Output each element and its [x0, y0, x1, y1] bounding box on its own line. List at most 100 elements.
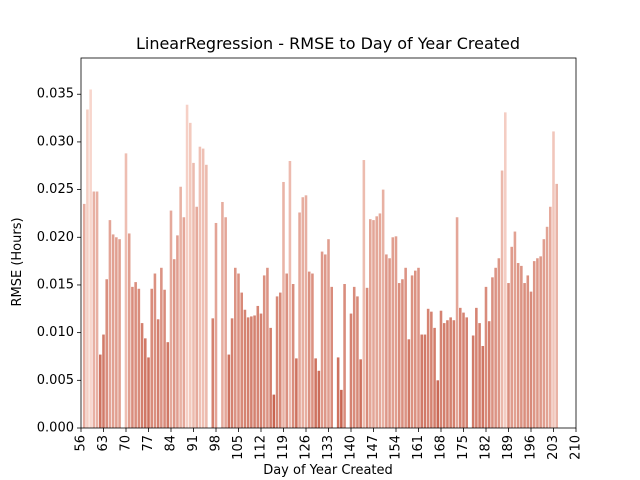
bar: [134, 282, 137, 428]
bar: [205, 164, 208, 429]
bar: [137, 288, 141, 428]
bar: [195, 206, 198, 428]
bar: [520, 265, 523, 428]
bar: [105, 279, 108, 428]
bar: [481, 345, 485, 428]
bar: [442, 323, 446, 428]
bar: [211, 318, 215, 428]
bar: [375, 216, 378, 428]
bar: [140, 323, 144, 428]
bar: [285, 273, 288, 428]
x-tick-label: 210: [569, 435, 584, 460]
x-tick-label: 126: [299, 435, 314, 460]
bar: [266, 267, 269, 428]
bar: [381, 189, 385, 428]
bar: [115, 237, 118, 428]
bar: [189, 122, 192, 428]
x-tick-label: 77: [141, 435, 156, 452]
bar: [404, 267, 407, 428]
bar: [124, 153, 128, 429]
bar: [523, 283, 526, 428]
bar: [385, 254, 388, 428]
bar: [166, 342, 170, 428]
bar: [349, 313, 353, 428]
bar: [311, 273, 314, 428]
bar: [169, 210, 173, 428]
bars: [82, 89, 558, 429]
y-tick-label: 0.010: [37, 325, 74, 340]
x-tick-label: 105: [231, 435, 246, 460]
bar: [179, 186, 182, 428]
x-tick-label: 140: [344, 435, 359, 460]
y-tick-label: 0.005: [37, 373, 74, 388]
bar: [272, 394, 276, 428]
bar: [352, 286, 356, 428]
bar: [288, 160, 292, 429]
y-tick-label: 0.020: [37, 230, 74, 245]
bar: [147, 357, 150, 428]
x-tick-label: 182: [479, 435, 494, 460]
bar: [549, 206, 552, 428]
x-tick-label: 203: [546, 435, 561, 460]
bar: [298, 212, 301, 428]
bar: [407, 339, 411, 428]
bar: [356, 296, 359, 428]
bar: [420, 334, 423, 428]
bar: [391, 237, 395, 428]
bar: [176, 235, 179, 428]
bar: [545, 226, 549, 428]
bar: [433, 327, 436, 428]
bar: [539, 256, 542, 428]
bar: [516, 263, 520, 428]
bar: [497, 258, 501, 428]
bar: [89, 89, 92, 428]
bar: [510, 246, 513, 428]
bar: [156, 319, 160, 428]
bar: [529, 291, 533, 428]
bar: [172, 259, 176, 428]
bar: [526, 275, 530, 428]
bar: [163, 289, 166, 428]
bar: [307, 271, 311, 428]
bar: [397, 283, 401, 428]
y-tick-label: 0.025: [37, 182, 74, 197]
bar: [304, 195, 308, 428]
bar: [494, 267, 497, 428]
bar: [410, 275, 414, 428]
bar: [500, 170, 504, 428]
bar: [234, 267, 237, 428]
bar: [144, 338, 147, 428]
bar: [330, 286, 333, 428]
bar: [414, 270, 417, 428]
bar: [542, 239, 546, 428]
x-tick-label: 175: [456, 435, 471, 460]
bar: [430, 311, 433, 428]
x-tick-label: 119: [276, 435, 291, 460]
bar: [459, 307, 462, 428]
bar: [423, 334, 427, 428]
y-tick-label: 0.015: [37, 277, 74, 292]
bar: [153, 273, 157, 428]
bar: [131, 286, 134, 428]
bar: [243, 309, 247, 428]
bar: [160, 267, 163, 428]
y-tick-label: 0.000: [37, 421, 74, 436]
bar: [237, 273, 240, 428]
bar: [269, 327, 272, 428]
bar: [86, 109, 89, 429]
bar: [282, 181, 285, 428]
bar: [224, 217, 227, 428]
bar: [314, 358, 317, 428]
bar: [279, 292, 282, 428]
bar: [449, 317, 452, 428]
bar: [324, 254, 327, 428]
bar: [475, 307, 478, 428]
bar: [532, 261, 536, 428]
x-tick-label: 189: [501, 435, 516, 460]
bar: [336, 357, 340, 428]
x-tick-label: 168: [434, 435, 449, 460]
bar: [230, 318, 234, 428]
bar: [118, 239, 121, 428]
bar: [221, 201, 224, 428]
